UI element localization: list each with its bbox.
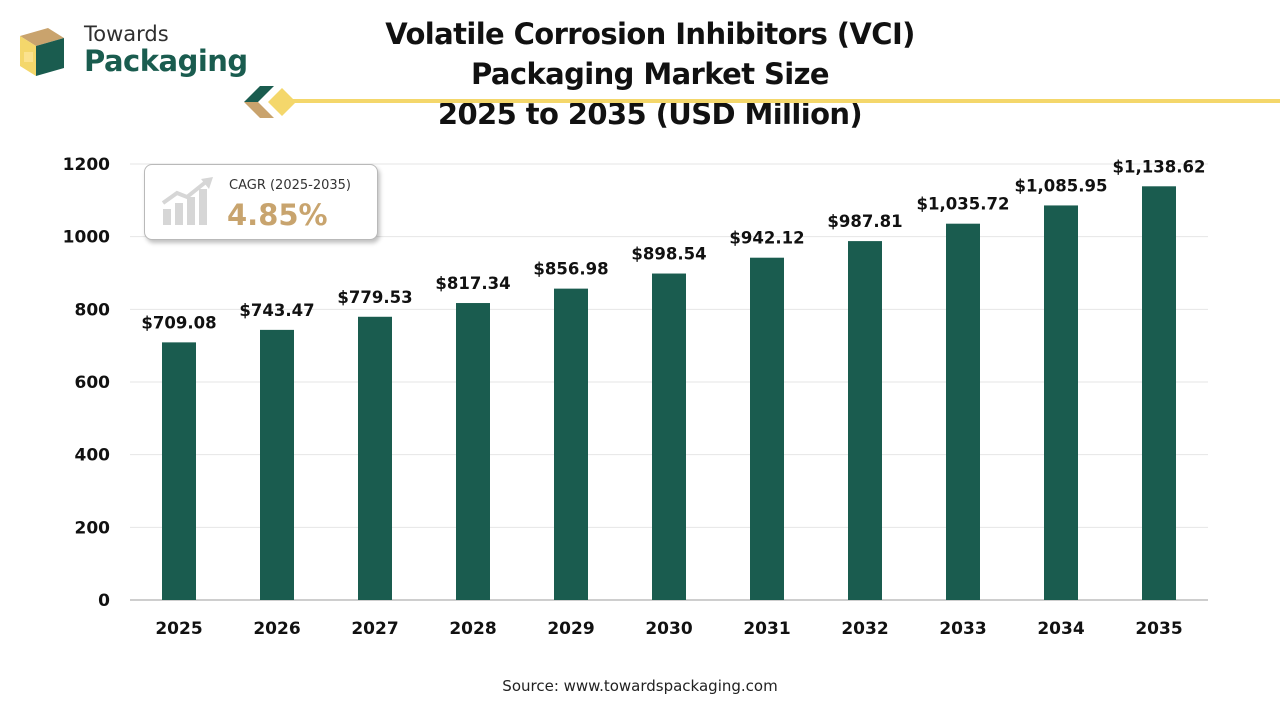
chart-title: Volatile Corrosion Inhibitors (VCI) Pack… — [300, 14, 1000, 134]
bar-2030 — [652, 273, 686, 600]
bar-2032 — [848, 241, 882, 600]
chart-title-line1: Volatile Corrosion Inhibitors (VCI) Pack… — [385, 17, 915, 91]
bar-2034 — [1044, 205, 1078, 600]
y-tick-label: 0 — [98, 591, 110, 611]
x-tick-label: 2032 — [841, 619, 888, 639]
box-logo-icon — [20, 28, 64, 76]
y-tick-label: 200 — [75, 518, 111, 538]
x-tick-label: 2028 — [449, 619, 496, 639]
y-tick-label: 800 — [75, 300, 111, 320]
cagr-box: CAGR (2025-2035) 4.85% — [144, 164, 378, 240]
x-tick-label: 2026 — [253, 619, 300, 639]
bar-value-label: $898.54 — [631, 245, 706, 264]
bar-value-label: $1,138.62 — [1113, 157, 1206, 176]
bar-2031 — [750, 257, 784, 600]
cagr-value: 4.85% — [227, 198, 328, 232]
bar-2025 — [162, 342, 196, 600]
bar-value-label: $1,085.95 — [1015, 176, 1108, 195]
accent-line — [288, 99, 1280, 103]
brand-name-top: Towards — [84, 22, 169, 46]
brand-name-main: Packaging — [84, 44, 248, 78]
accent-diamond-icon — [244, 86, 296, 118]
growth-chart-icon — [161, 177, 213, 225]
bar-value-label: $779.53 — [337, 288, 412, 307]
x-tick-label: 2025 — [155, 619, 202, 639]
bar-2033 — [946, 223, 980, 600]
bar-value-label: $856.98 — [533, 260, 608, 279]
bar-value-label: $709.08 — [141, 313, 216, 332]
x-tick-label: 2027 — [351, 619, 398, 639]
bar-2035 — [1142, 186, 1176, 601]
x-tick-label: 2033 — [939, 619, 986, 639]
y-tick-label: 1200 — [63, 155, 110, 175]
bar-2026 — [260, 329, 294, 600]
bar-value-label: $942.12 — [729, 229, 804, 248]
x-tick-label: 2031 — [743, 619, 790, 639]
source-text: Source: www.towardspackaging.com — [502, 677, 778, 695]
cagr-label: CAGR (2025-2035) — [229, 178, 351, 193]
bar-value-label: $1,035.72 — [917, 195, 1010, 214]
x-tick-label: 2034 — [1037, 619, 1084, 639]
x-tick-label: 2029 — [547, 619, 594, 639]
bar-2028 — [456, 303, 490, 600]
bar-value-label: $987.81 — [827, 212, 902, 231]
bar-value-label: $743.47 — [239, 301, 314, 320]
x-tick-label: 2035 — [1135, 619, 1182, 639]
y-tick-label: 400 — [75, 446, 111, 466]
x-tick-label: 2030 — [645, 619, 692, 639]
bar-value-label: $817.34 — [435, 274, 510, 293]
brand-logo: Towards Packaging — [18, 20, 248, 82]
y-tick-label: 1000 — [63, 228, 110, 248]
bar-2027 — [358, 316, 392, 600]
bar-2029 — [554, 288, 588, 600]
y-tick-label: 600 — [75, 373, 111, 393]
